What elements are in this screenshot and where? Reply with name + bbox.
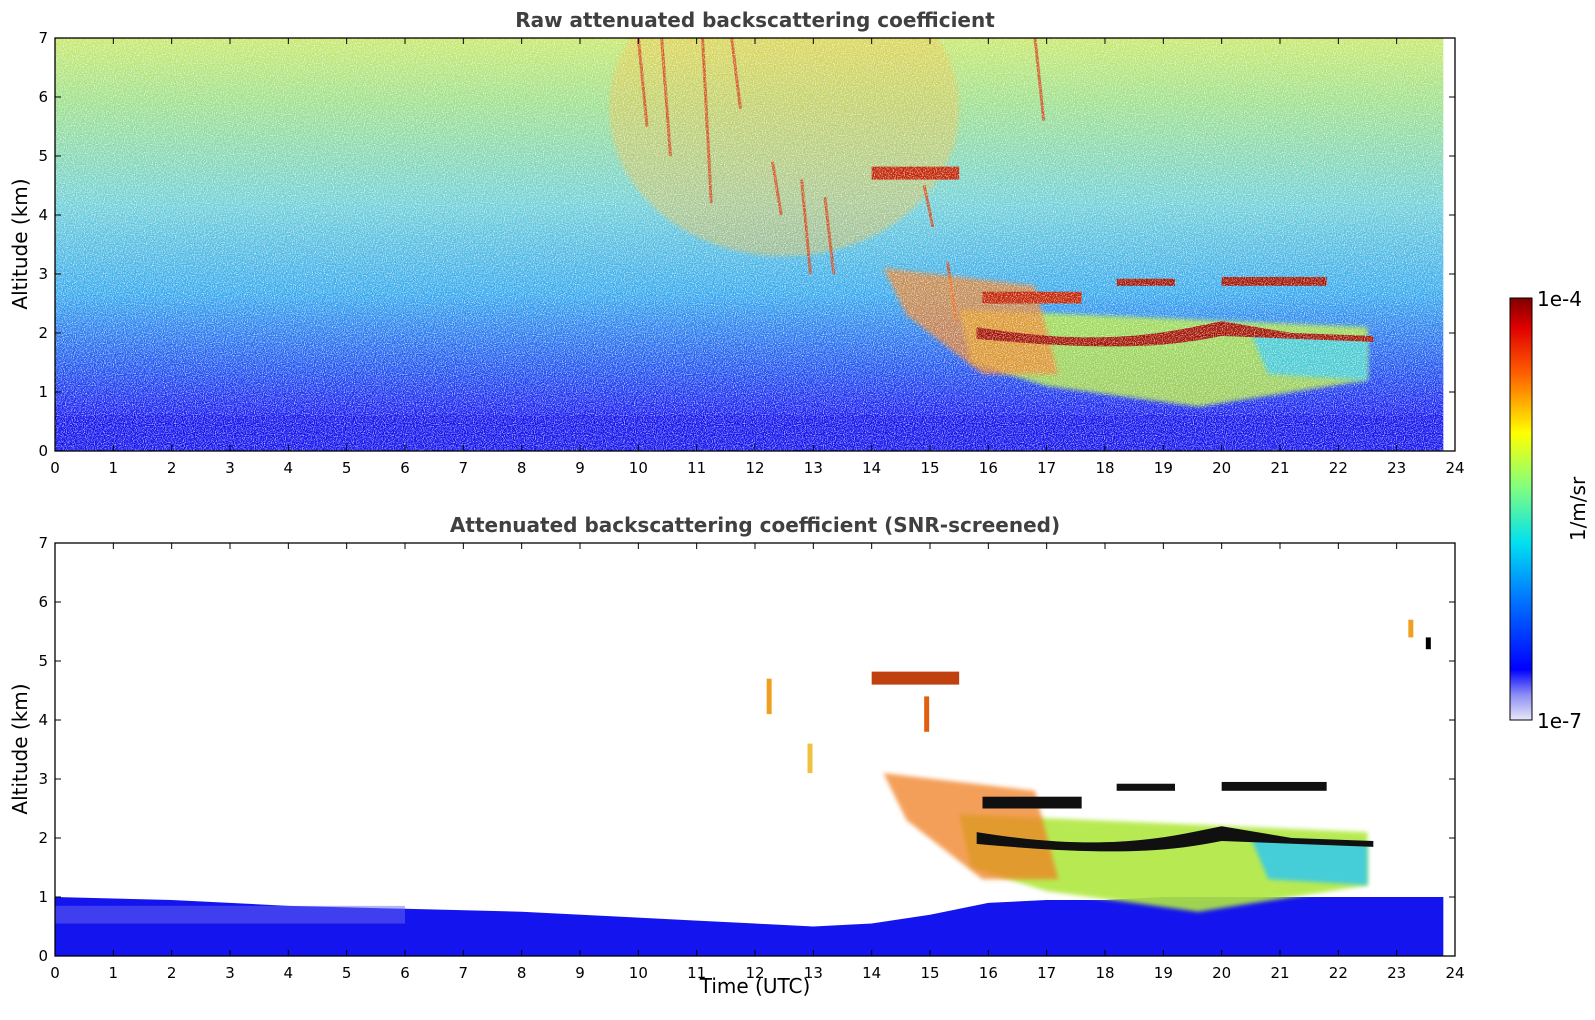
heatmap-image xyxy=(55,38,1455,451)
x-tick-label: 9 xyxy=(575,964,585,982)
boundary-layer-detail xyxy=(55,905,405,924)
x-tick-label: 14 xyxy=(862,964,881,982)
x-tick-label: 15 xyxy=(920,964,939,982)
colorbar-max-label: 1e-4 xyxy=(1537,287,1582,311)
isolated-signal xyxy=(766,678,772,715)
x-axis-label: Time (UTC) xyxy=(699,974,811,998)
y-tick-label: 1 xyxy=(38,888,48,906)
raw-backscatter-panel: Raw attenuated backscattering coefficien… xyxy=(8,8,1465,477)
x-tick-label: 1 xyxy=(109,459,119,477)
isolated-signal xyxy=(1425,637,1431,650)
y-tick-label: 4 xyxy=(38,711,48,729)
x-tick-label: 21 xyxy=(1270,459,1289,477)
colorbar-min-label: 1e-7 xyxy=(1537,709,1582,733)
panel-title: Attenuated backscattering coefficient (S… xyxy=(450,513,1060,537)
y-tick-label: 2 xyxy=(38,324,48,342)
x-tick-label: 16 xyxy=(979,459,998,477)
y-tick-label: 4 xyxy=(38,206,48,224)
x-tick-label: 5 xyxy=(342,964,352,982)
y-tick-label: 3 xyxy=(38,770,48,788)
y-axis: 0 1 2 3 4 5 6 7 xyxy=(38,534,1455,965)
no-data-gap xyxy=(1443,38,1455,451)
aerosol-edge xyxy=(1250,838,1368,886)
isolated-signal xyxy=(807,743,813,774)
x-tick-label: 16 xyxy=(979,964,998,982)
y-tick-label: 5 xyxy=(38,652,48,670)
x-tick-label: 15 xyxy=(920,459,939,477)
y-tick-label: 6 xyxy=(38,593,48,611)
snr-screened-panel: Attenuated backscattering coefficient (S… xyxy=(8,513,1465,998)
x-tick-label: 12 xyxy=(745,964,764,982)
x-tick-label: 1 xyxy=(109,964,119,982)
water-cloud-layer xyxy=(982,796,1082,809)
y-tick-label: 5 xyxy=(38,147,48,165)
x-tick-label: 7 xyxy=(459,459,469,477)
y-tick-label: 0 xyxy=(38,947,48,965)
x-tick-label: 6 xyxy=(400,964,410,982)
y-axis-label: Altitude (km) xyxy=(8,178,32,309)
colorbar-unit-label: 1/m/sr xyxy=(1566,476,1590,541)
x-tick-label: 11 xyxy=(687,459,706,477)
x-tick-label: 20 xyxy=(1212,459,1231,477)
x-tick-label: 2 xyxy=(167,459,177,477)
x-tick-label: 14 xyxy=(862,459,881,477)
y-axis-label: Altitude (km) xyxy=(8,683,32,814)
x-tick-label: 12 xyxy=(745,459,764,477)
y-tick-label: 1 xyxy=(38,383,48,401)
y-tick-label: 3 xyxy=(38,265,48,283)
x-tick-label: 21 xyxy=(1270,964,1289,982)
water-cloud-layer xyxy=(1221,781,1327,791)
x-tick-label: 2 xyxy=(167,964,177,982)
x-tick-label: 6 xyxy=(400,459,410,477)
x-tick-label: 3 xyxy=(225,459,235,477)
x-tick-label: 8 xyxy=(517,459,527,477)
colorbar: 1e-4 1e-7 1/m/sr xyxy=(1509,287,1590,733)
x-tick-label: 18 xyxy=(1095,964,1114,982)
x-tick-label: 13 xyxy=(804,459,823,477)
x-tick-label: 4 xyxy=(284,459,294,477)
x-axis: 0 1 2 3 4 5 6 7 8 9 10 11 12 13 14 15 16 17 18 19 20 21 22 23 24 xyxy=(50,38,1465,477)
water-cloud-layer xyxy=(1116,783,1175,791)
y-tick-label: 2 xyxy=(38,829,48,847)
x-tick-label: 10 xyxy=(629,964,648,982)
x-tick-label: 19 xyxy=(1154,459,1173,477)
x-tick-label: 11 xyxy=(687,964,706,982)
x-tick-label: 7 xyxy=(459,964,469,982)
isolated-signal xyxy=(924,696,930,732)
panel-title: Raw attenuated backscattering coefficien… xyxy=(515,8,995,32)
x-tick-label: 13 xyxy=(804,964,823,982)
x-tick-label: 24 xyxy=(1445,964,1464,982)
y-tick-label: 0 xyxy=(38,442,48,460)
y-tick-label: 6 xyxy=(38,88,48,106)
x-tick-label: 17 xyxy=(1037,459,1056,477)
x-tick-label: 8 xyxy=(517,964,527,982)
heatmap-image xyxy=(55,543,1455,956)
colorbar-gradient xyxy=(1509,297,1533,721)
x-tick-label: 4 xyxy=(284,964,294,982)
small-cloud xyxy=(871,671,960,685)
x-tick-label: 3 xyxy=(225,964,235,982)
y-tick-label: 7 xyxy=(38,534,48,552)
isolated-signal xyxy=(1408,619,1414,638)
x-axis: 0 1 2 3 4 5 6 7 8 9 10 11 12 13 14 15 16 17 18 19 20 21 22 23 24 xyxy=(50,543,1465,982)
x-tick-label: 20 xyxy=(1212,964,1231,982)
x-tick-label: 5 xyxy=(342,459,352,477)
water-cloud-layer xyxy=(976,826,1374,852)
x-tick-label: 0 xyxy=(50,459,60,477)
x-tick-label: 17 xyxy=(1037,964,1056,982)
y-tick-label: 7 xyxy=(38,29,48,47)
x-tick-label: 19 xyxy=(1154,964,1173,982)
heatmap-noise xyxy=(55,38,1455,451)
x-tick-label: 23 xyxy=(1387,964,1406,982)
x-tick-label: 22 xyxy=(1329,964,1348,982)
x-tick-label: 9 xyxy=(575,459,585,477)
x-tick-label: 24 xyxy=(1445,459,1464,477)
x-tick-label: 18 xyxy=(1095,459,1114,477)
y-axis: 0 1 2 3 4 5 6 7 xyxy=(38,29,1455,460)
x-tick-label: 0 xyxy=(50,964,60,982)
x-tick-label: 23 xyxy=(1387,459,1406,477)
x-tick-label: 22 xyxy=(1329,459,1348,477)
x-tick-label: 10 xyxy=(629,459,648,477)
